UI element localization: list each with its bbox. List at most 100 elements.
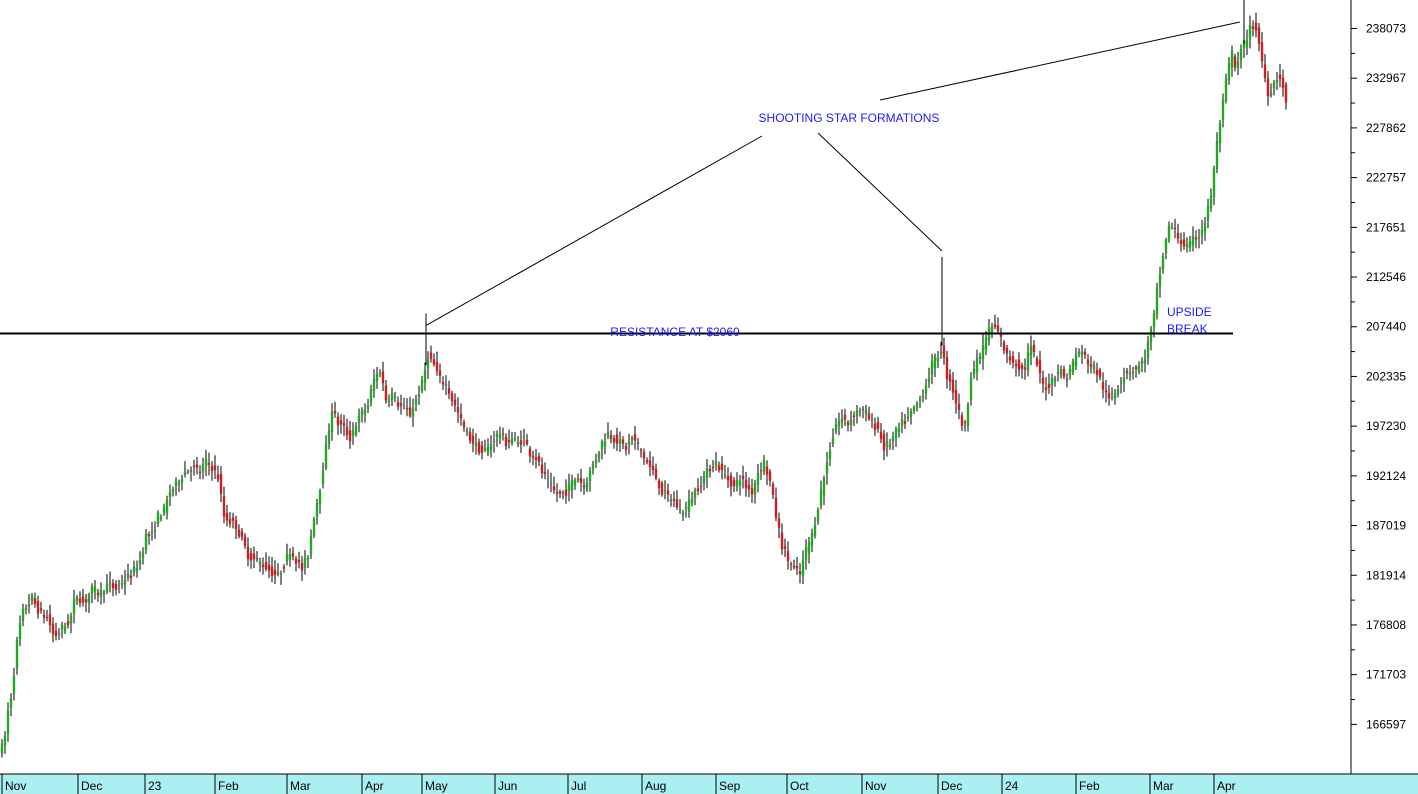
candle-down: [501, 433, 505, 435]
candle-up: [969, 377, 973, 400]
y-tick-label: 212546: [1366, 270, 1406, 284]
candle-down: [669, 500, 673, 502]
candle-down: [1251, 26, 1255, 29]
candle-down: [291, 553, 295, 557]
candle-up: [891, 436, 895, 441]
x-tick-label: Dec: [81, 779, 102, 793]
candle-up: [3, 735, 7, 746]
candle-down: [1011, 356, 1015, 363]
candle-up: [831, 437, 835, 444]
candle-up: [423, 369, 427, 383]
candle-up: [513, 437, 517, 439]
candle-down: [396, 402, 400, 407]
candle-down: [96, 592, 100, 596]
candle-down: [48, 614, 52, 626]
candle-up: [108, 582, 112, 584]
candle-down: [1254, 22, 1258, 31]
candle-up: [549, 482, 553, 485]
candle-down: [882, 434, 886, 451]
shooting-star-label: SHOOTING STAR FORMATIONS: [759, 111, 940, 125]
candle-down: [561, 492, 565, 494]
candle-up: [834, 424, 838, 432]
candle-down: [699, 485, 703, 487]
x-tick-label: May: [425, 779, 448, 793]
candle-up: [1275, 79, 1279, 83]
candle-up: [123, 580, 127, 585]
candle-up: [159, 516, 163, 520]
candle-up: [822, 477, 826, 496]
candle-up: [1236, 60, 1240, 69]
candle-down: [1263, 64, 1267, 79]
candle-down: [645, 460, 649, 463]
candle-up: [15, 639, 19, 669]
annotation-group: SHOOTING STAR FORMATIONS RESISTANCE AT $…: [0, 21, 1241, 339]
candle-down: [270, 567, 274, 576]
candle-up: [1167, 225, 1171, 241]
candle-down: [507, 440, 511, 442]
candle-down: [615, 434, 619, 444]
candle-down: [564, 489, 568, 496]
candle-up: [681, 512, 685, 516]
candle-down: [1125, 371, 1129, 374]
candle-down: [237, 529, 241, 537]
candle-up: [117, 584, 121, 586]
candle-up: [93, 586, 97, 592]
candle-up: [1119, 383, 1123, 385]
candle-up: [576, 478, 580, 481]
candle-down: [1035, 358, 1039, 365]
candle-down: [216, 474, 220, 480]
candle-up: [150, 531, 154, 533]
candle-up: [570, 479, 574, 491]
candle-down: [129, 575, 133, 579]
candle-up: [288, 554, 292, 560]
candle-down: [195, 464, 199, 468]
candle-down: [525, 439, 529, 444]
candle-down: [381, 371, 385, 384]
candle-down: [1005, 347, 1009, 354]
candle-up: [1053, 378, 1057, 382]
candle-up: [1164, 239, 1168, 254]
candle-up: [1224, 78, 1228, 101]
candle-up: [981, 345, 985, 360]
candle-up: [105, 583, 109, 593]
candle-down: [711, 467, 715, 469]
candle-up: [1080, 351, 1084, 355]
candle-down: [1104, 390, 1108, 393]
candle-up: [1239, 49, 1243, 61]
candle-down: [654, 468, 658, 479]
candle-up: [420, 380, 424, 392]
candle-up: [465, 430, 469, 433]
candle-down: [1014, 363, 1018, 367]
candle-down: [459, 414, 463, 419]
candle-down: [252, 553, 256, 560]
x-axis: Nov Dec 23 Feb Mar Apr May Jun Jul Aug Sep Oct Nov De…: [0, 773, 1418, 794]
candle-up: [684, 507, 688, 509]
candle-up: [312, 519, 316, 536]
candle-down: [792, 565, 796, 568]
candle-up: [99, 590, 103, 597]
candle-up: [162, 507, 166, 513]
resistance-label: RESISTANCE AT $2060: [610, 325, 740, 339]
candle-up: [915, 403, 919, 409]
candle-down: [612, 438, 616, 443]
candle-up: [762, 460, 766, 472]
candle-down: [36, 600, 40, 614]
x-tick-label: Apr: [365, 779, 384, 793]
candle-up: [1221, 99, 1225, 120]
candle-down: [633, 434, 637, 441]
candle-down: [648, 460, 652, 467]
candle-up: [303, 558, 307, 568]
candle-up: [1242, 40, 1246, 49]
candle-up: [1122, 378, 1126, 383]
candle-up: [918, 398, 922, 402]
candle-down: [1083, 351, 1087, 356]
candle-down: [1065, 378, 1069, 380]
candle-down: [798, 571, 802, 575]
candle-up: [495, 433, 499, 438]
y-tick-label: 181914: [1366, 568, 1406, 582]
candle-up: [816, 509, 820, 522]
candle-down: [771, 484, 775, 495]
candle-up: [1230, 50, 1234, 68]
candle-down: [438, 370, 442, 376]
break-label: BREAK: [1167, 322, 1208, 336]
